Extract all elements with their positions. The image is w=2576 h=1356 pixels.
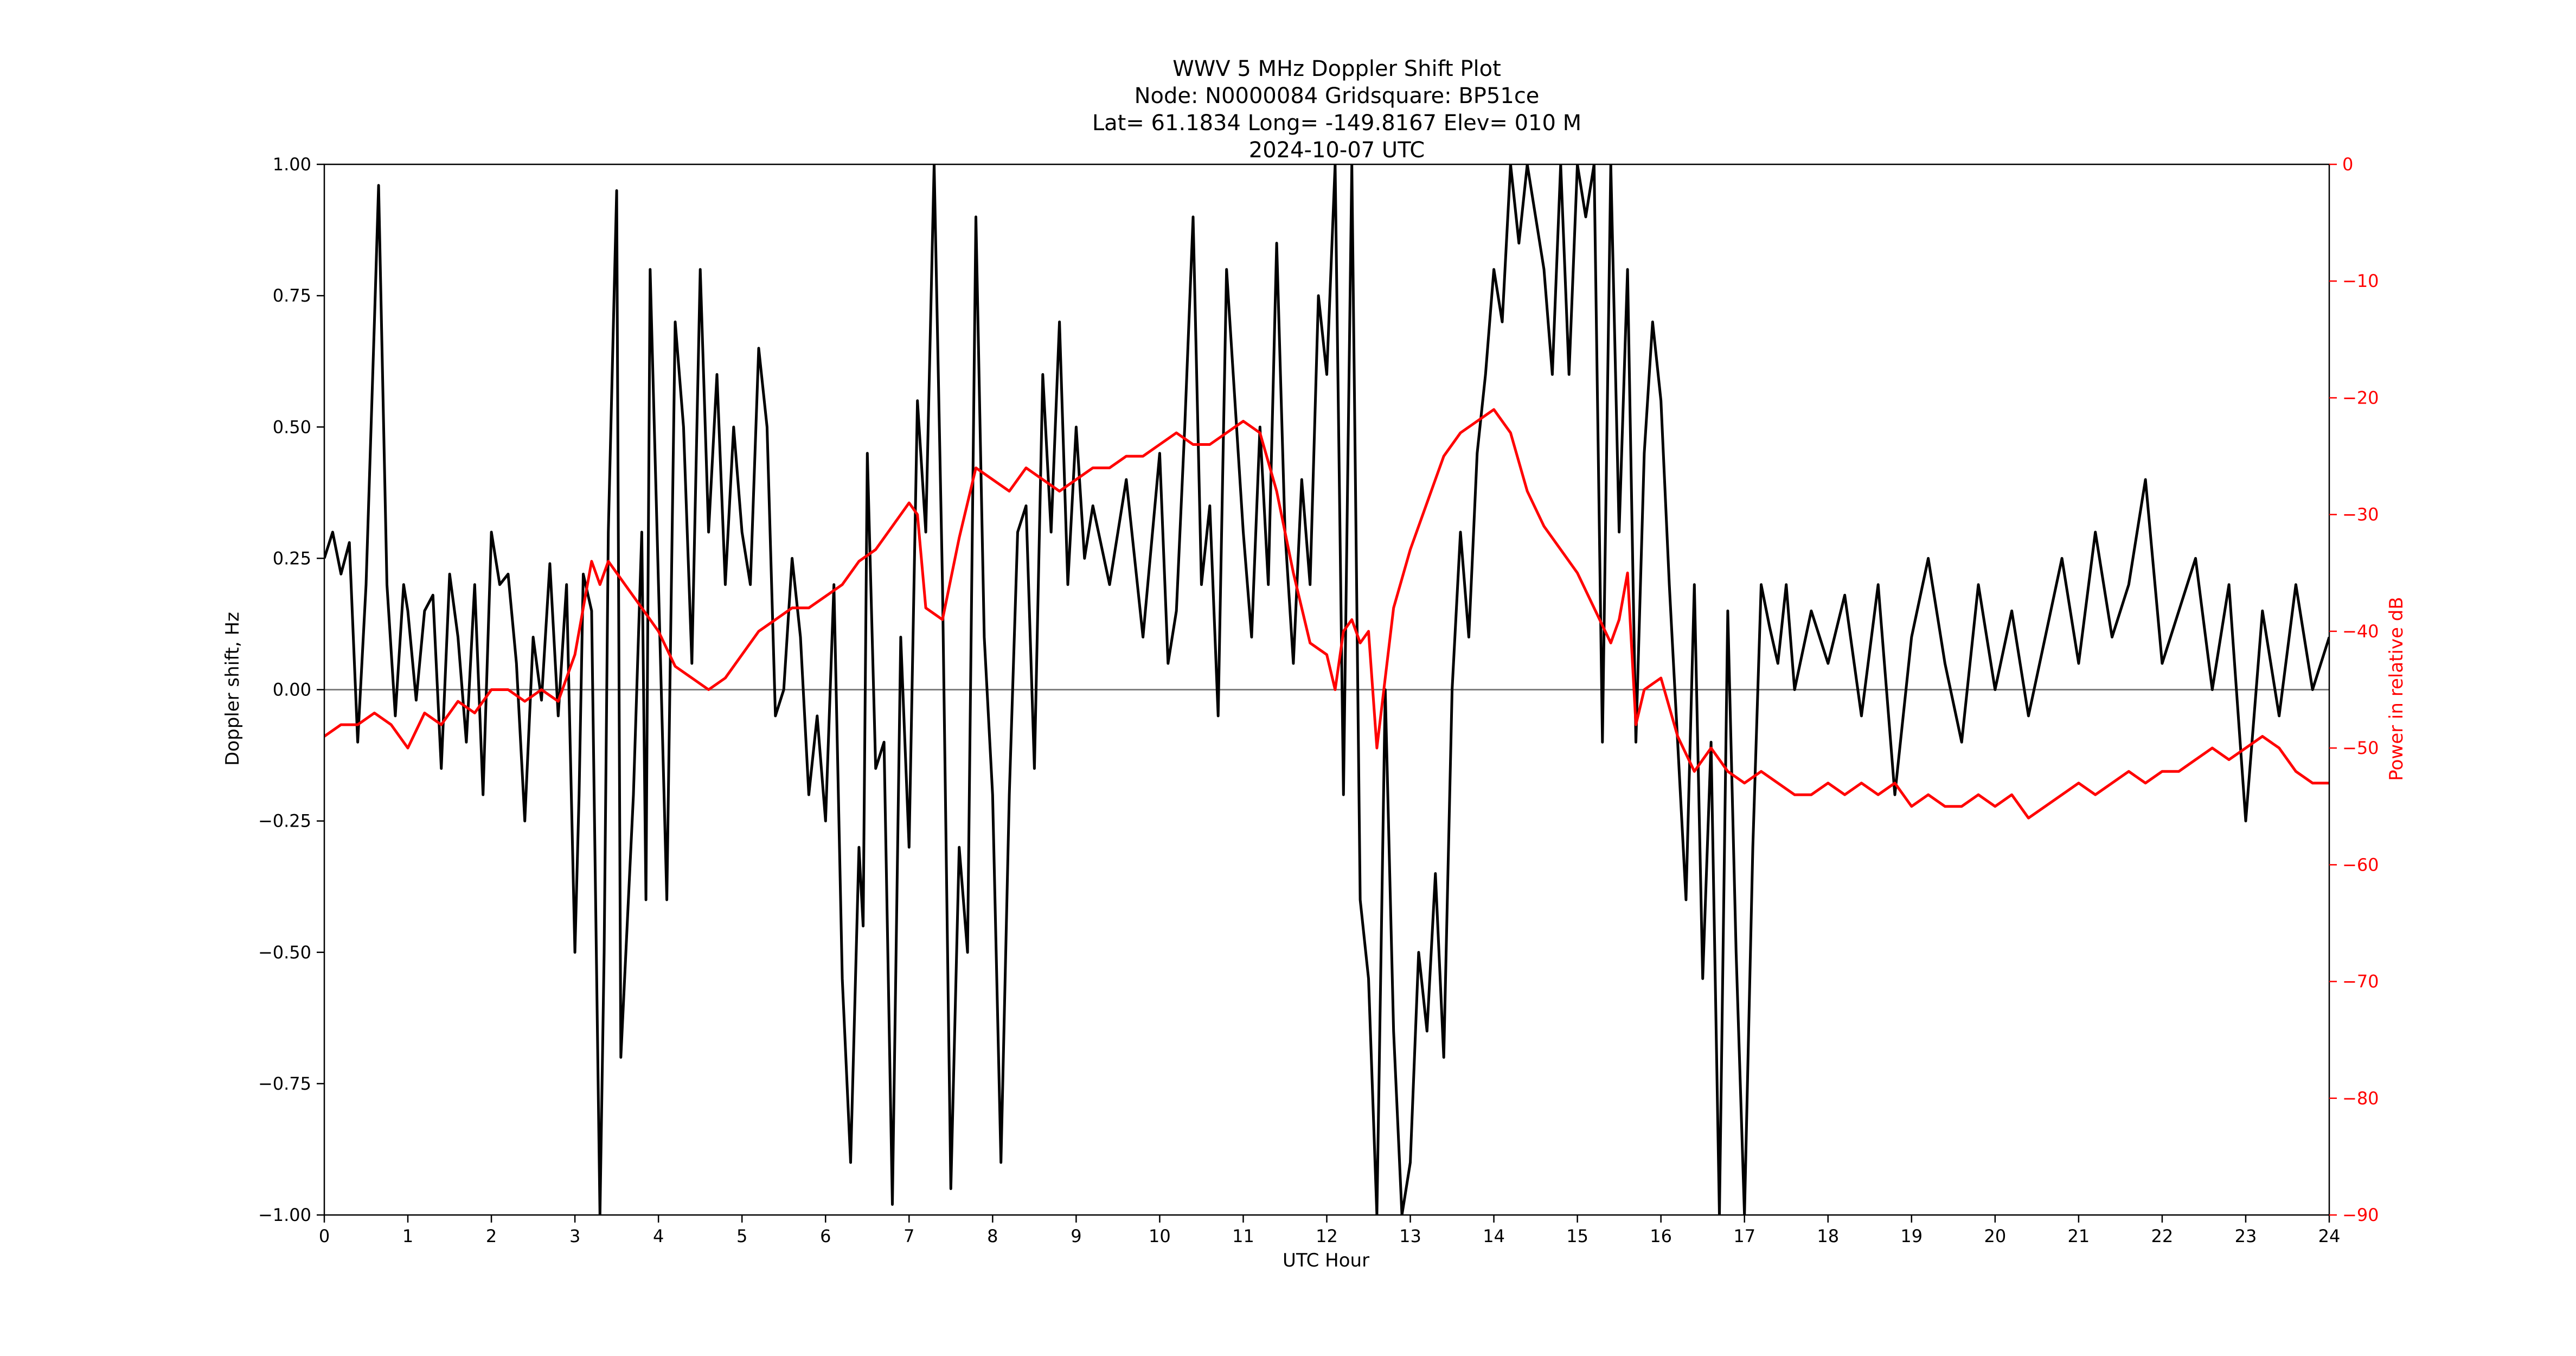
left-y-tick-label: 0.25	[273, 548, 311, 568]
left-y-tick-label: −0.75	[258, 1073, 311, 1094]
x-tick-label: 15	[1566, 1226, 1588, 1246]
right-y-tick-label: −10	[2342, 271, 2379, 291]
title-line-1: WWV 5 MHz Doppler Shift Plot	[1172, 56, 1501, 81]
x-tick-label: 1	[402, 1226, 413, 1246]
x-tick-label: 8	[987, 1226, 998, 1246]
x-tick-label: 22	[2151, 1226, 2174, 1246]
x-tick-label: 23	[2235, 1226, 2257, 1246]
x-tick-label: 3	[569, 1226, 580, 1246]
right-y-tick-label: 0	[2342, 154, 2353, 175]
x-tick-label: 20	[1984, 1226, 2006, 1246]
x-tick-label: 7	[903, 1226, 914, 1246]
x-tick-label: 14	[1483, 1226, 1505, 1246]
x-tick-label: 21	[2068, 1226, 2090, 1246]
x-tick-label: 12	[1316, 1226, 1338, 1246]
right-y-tick-label: −70	[2342, 971, 2379, 992]
x-tick-label: 0	[319, 1226, 330, 1246]
x-tick-label: 5	[736, 1226, 747, 1246]
right-y-axis-label: Power in relative dB	[2386, 597, 2407, 781]
left-y-tick-label: −0.25	[258, 811, 311, 831]
left-y-tick-label: 0.50	[273, 417, 311, 437]
power-series-line	[324, 408, 2329, 820]
x-tick-label: 19	[1900, 1226, 1923, 1246]
left-y-tick-label: −1.00	[258, 1205, 311, 1225]
right-y-tick-label: −60	[2342, 854, 2379, 875]
right-y-tick-label: −20	[2342, 387, 2379, 408]
title-line-2: Node: N0000084 Gridsquare: BP51ce	[1135, 84, 1540, 108]
right-y-tick-label: −40	[2342, 621, 2379, 642]
left-y-tick-label: −0.50	[258, 942, 311, 963]
x-tick-label: 11	[1232, 1226, 1254, 1246]
plot-area	[324, 164, 2329, 1215]
x-tick-label: 18	[1817, 1226, 1839, 1246]
left-y-tick-label: 0.75	[273, 285, 311, 306]
title-line-4: 2024-10-07 UTC	[1249, 138, 1425, 163]
left-y-axis-label: Doppler shift, Hz	[222, 612, 243, 766]
left-y-tick-label: 1.00	[273, 154, 311, 175]
x-tick-label: 2	[486, 1226, 497, 1246]
doppler-series-line	[324, 164, 2329, 1215]
x-tick-label: 9	[1071, 1226, 1081, 1246]
right-y-tick-label: −50	[2342, 738, 2379, 758]
right-y-tick-label: −80	[2342, 1088, 2379, 1109]
x-tick-label: 16	[1650, 1226, 1672, 1246]
right-y-tick-label: −30	[2342, 504, 2379, 525]
x-tick-label: 10	[1149, 1226, 1171, 1246]
x-axis-label: UTC Hour	[1283, 1250, 1369, 1271]
chart-title: WWV 5 MHz Doppler Shift Plot Node: N0000…	[1092, 56, 1581, 163]
x-tick-label: 4	[653, 1226, 664, 1246]
x-tick-label: 24	[2318, 1226, 2341, 1246]
right-y-tick-label: −90	[2342, 1205, 2379, 1225]
title-line-3: Lat= 61.1834 Long= -149.8167 Elev= 010 M	[1092, 111, 1581, 136]
x-tick-label: 13	[1399, 1226, 1421, 1246]
left-y-tick-label: 0.00	[273, 680, 311, 700]
x-tick-label: 6	[820, 1226, 831, 1246]
x-tick-label: 17	[1733, 1226, 1755, 1246]
